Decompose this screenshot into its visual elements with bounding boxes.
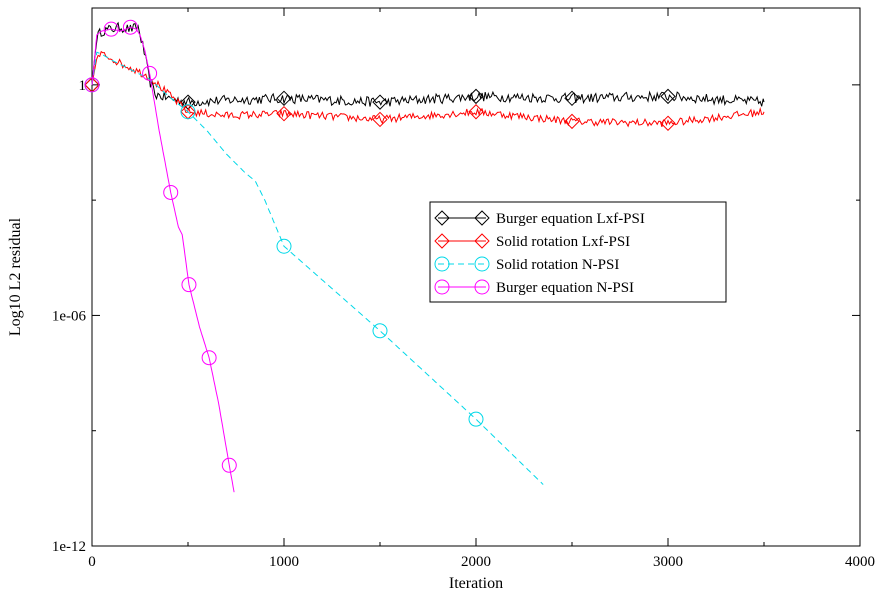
series-line bbox=[91, 50, 765, 128]
axis-ticks: 0 1000 2000 3000 4000 1 1e-06 1e-12 bbox=[52, 8, 875, 570]
data-point-marker bbox=[660, 88, 676, 105]
series-0 bbox=[84, 21, 765, 110]
legend-label: Solid rotation N-PSI bbox=[496, 257, 619, 273]
legend-marker bbox=[434, 256, 450, 272]
legend-label: Solid rotation Lxf-PSI bbox=[496, 234, 630, 250]
data-point-marker bbox=[276, 238, 292, 254]
legend-box bbox=[429, 201, 727, 303]
data-point-marker bbox=[372, 111, 388, 128]
data-point-marker bbox=[142, 65, 158, 81]
x-tick-label: 0 bbox=[88, 554, 96, 570]
legend-marker bbox=[474, 233, 490, 249]
y-tick-label: 1e-06 bbox=[52, 308, 87, 324]
series-line bbox=[91, 21, 765, 108]
x-tick-label: 3000 bbox=[653, 554, 683, 570]
data-point-marker bbox=[163, 184, 179, 200]
data-point-marker bbox=[276, 105, 292, 122]
legend-marker bbox=[474, 279, 490, 295]
data-point-marker bbox=[201, 350, 217, 366]
data-point-marker bbox=[468, 88, 484, 105]
data-point-marker bbox=[372, 323, 388, 339]
x-tick-label: 1000 bbox=[269, 554, 299, 570]
legend-marker bbox=[474, 256, 490, 272]
series-line bbox=[91, 26, 235, 493]
data-point-marker bbox=[660, 115, 676, 131]
y-axis-label: Log10 L2 residual bbox=[7, 217, 24, 336]
x-axis-label: Iteration bbox=[449, 575, 503, 592]
legend: Burger equation Lxf-PSI Solid rotation Lx… bbox=[434, 210, 645, 296]
data-point-marker bbox=[181, 277, 197, 293]
series-line bbox=[91, 51, 544, 485]
x-tick-label: 2000 bbox=[461, 554, 491, 570]
data-point-marker bbox=[564, 113, 580, 130]
data-point-marker bbox=[180, 104, 196, 120]
series-3 bbox=[84, 19, 237, 493]
data-point-marker bbox=[468, 104, 484, 120]
data-point-marker bbox=[122, 19, 138, 35]
data-point-marker bbox=[564, 90, 580, 107]
legend-marker bbox=[474, 210, 490, 226]
legend-marker bbox=[434, 279, 450, 295]
data-point-marker bbox=[468, 411, 484, 427]
legend-marker bbox=[434, 210, 450, 226]
data-point-marker bbox=[84, 77, 100, 93]
series-group bbox=[84, 19, 765, 493]
data-point-marker bbox=[103, 21, 119, 37]
data-point-marker bbox=[221, 457, 237, 473]
x-tick-label: 4000 bbox=[845, 554, 875, 570]
legend-label: Burger equation N-PSI bbox=[496, 280, 634, 296]
data-point-marker bbox=[276, 90, 292, 107]
y-tick-label: 1e-12 bbox=[52, 539, 86, 555]
legend-label: Burger equation Lxf-PSI bbox=[496, 211, 645, 227]
legend-marker bbox=[434, 233, 450, 249]
data-point-marker bbox=[372, 94, 388, 110]
y-tick-label: 1 bbox=[79, 78, 87, 94]
